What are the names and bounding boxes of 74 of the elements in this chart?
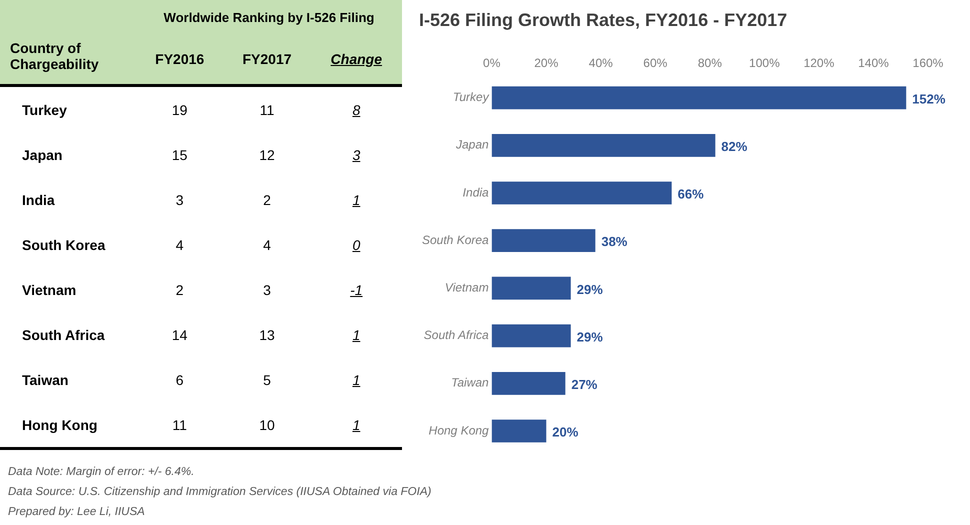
text: Data Note: Margin of error: +/- 6.4%. <box>8 465 196 480</box>
text: FY2016 <box>136 34 224 86</box>
bar <box>492 276 571 300</box>
data-label: 3 <box>351 146 362 164</box>
bar <box>492 86 906 110</box>
data-label: 66% <box>678 186 704 202</box>
data-label: 10 <box>223 402 311 448</box>
bar <box>492 324 571 348</box>
data-label: 82% <box>721 138 748 154</box>
data-label: 1 <box>310 402 402 448</box>
y-tick-label: South Korea <box>422 232 490 247</box>
category-label: Turkey <box>21 100 68 120</box>
source-note: Data Source: U.S. Citizenship and Immigration Services (IIUSA Obtained via FOIA) <box>8 485 432 500</box>
text: Prepared by: Lee Li, IIUSA <box>8 505 146 520</box>
data-label: 4 <box>174 236 185 254</box>
data-label: 4 <box>262 236 272 254</box>
bar <box>492 182 672 204</box>
data-label: 3 <box>262 280 272 300</box>
x-tick-label: 140% <box>858 56 890 70</box>
data-label: 11 <box>136 402 224 448</box>
data-label: 2 <box>174 280 185 300</box>
y-tick-label: India <box>462 185 490 200</box>
x-tick-label: 160% <box>912 56 944 70</box>
data-label: 5 <box>262 370 272 390</box>
data-label: 38% <box>601 234 628 250</box>
x-tick-label: 40% <box>588 56 614 70</box>
bar <box>492 229 596 252</box>
data-label: 6 <box>174 370 185 390</box>
data-label: 19 <box>170 100 188 120</box>
category-label: South Korea <box>21 236 106 254</box>
data-label: 20% <box>552 424 579 440</box>
x-tick-label: 80% <box>698 56 722 70</box>
x-tick-label: 100% <box>749 56 780 70</box>
data-label: 1 <box>351 370 362 390</box>
data-label: 29% <box>576 282 604 297</box>
data-label: 2 <box>262 190 272 210</box>
x-tick-label: 120% <box>804 56 835 70</box>
bar <box>492 420 546 442</box>
category-label: Vietnam <box>21 280 78 300</box>
category-label: South Africa <box>21 326 106 344</box>
text: Country of Chargeability <box>0 34 136 86</box>
data-label: 12 <box>258 146 276 164</box>
x-tick-label: 0% <box>483 56 501 70</box>
data-label: -1 <box>349 280 364 300</box>
text: Change <box>310 34 402 86</box>
y-tick-label: Hong Kong <box>428 423 490 438</box>
data-label: 152% <box>912 91 946 106</box>
category-label: Hong Kong <box>0 402 136 448</box>
data-label: 29% <box>576 329 604 344</box>
data-label: 3 <box>174 190 185 210</box>
y-tick-label: Turkey <box>452 90 490 104</box>
data-label: 11 <box>258 100 276 120</box>
category-label: India <box>21 190 56 210</box>
data-label: 14 <box>170 326 188 344</box>
bar <box>492 134 716 157</box>
data-label: 0 <box>351 236 362 254</box>
bar <box>492 372 566 395</box>
text: FY2017 <box>223 34 311 86</box>
chart-title: I-526 Filing Growth Rates, FY2016 - FY2017 <box>419 10 788 30</box>
data-label: 8 <box>351 100 362 120</box>
y-tick-label: Japan <box>455 138 490 152</box>
y-tick-label: Vietnam <box>444 280 489 295</box>
category-label: Japan <box>21 146 64 165</box>
text: Worldwide Ranking by I-526 Filing <box>136 0 402 34</box>
data-label: 15 <box>170 146 188 164</box>
data-label: 13 <box>258 326 276 344</box>
data-label: 27% <box>571 376 598 392</box>
y-tick-label: South Africa <box>424 328 490 342</box>
data-label: 1 <box>351 326 362 344</box>
data-label: 1 <box>351 190 362 210</box>
x-tick-label: 20% <box>534 56 559 70</box>
y-tick-label: Taiwan <box>451 376 490 390</box>
x-tick-label: 60% <box>643 56 668 70</box>
category-label: Taiwan <box>21 370 70 390</box>
